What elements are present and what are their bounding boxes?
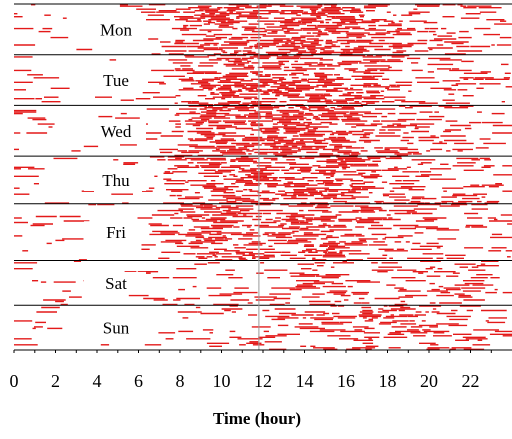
day-label-backdrop — [84, 221, 146, 244]
x-tick-label: 12 — [254, 371, 272, 391]
day-label: Mon — [100, 20, 133, 39]
day-label-backdrop — [84, 69, 146, 92]
day-label: Fri — [106, 223, 126, 242]
day-label: Sat — [105, 274, 127, 293]
x-tick-label: 16 — [337, 371, 355, 391]
day-label-backdrop — [84, 316, 146, 339]
day-label-backdrop — [84, 169, 146, 191]
x-tick-label: 2 — [51, 371, 60, 391]
activity-marks — [14, 3, 512, 351]
x-tick-label: 20 — [420, 371, 438, 391]
day-label: Tue — [103, 71, 129, 90]
day-label-backdrop — [84, 271, 146, 294]
x-tick-label: 8 — [176, 371, 185, 391]
x-tick-label: 0 — [10, 371, 19, 391]
x-tick-label: 22 — [462, 371, 480, 391]
day-labels: Mon Tue Wed Thu Fri Sat Sun — [84, 18, 146, 339]
x-axis-label: Time (hour) — [213, 409, 301, 428]
x-tick-label: 6 — [134, 371, 143, 391]
x-tick-label: 14 — [296, 371, 314, 391]
day-label-backdrop — [84, 119, 146, 142]
x-tick-label: 10 — [213, 371, 231, 391]
x-tick-label: 4 — [93, 371, 102, 391]
day-label: Thu — [102, 171, 130, 190]
day-label: Wed — [101, 122, 132, 141]
x-axis-tick-labels: 0 2 4 6 8 10 12 14 16 18 20 22 — [10, 371, 480, 391]
x-axis-ticks — [13, 350, 492, 353]
day-label-backdrop — [84, 18, 146, 41]
x-tick-label: 18 — [379, 371, 397, 391]
day-label: Sun — [103, 319, 130, 338]
